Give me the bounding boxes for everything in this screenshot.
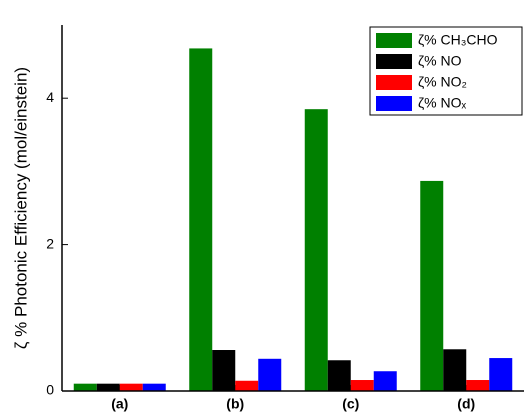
bar <box>96 383 120 391</box>
bar <box>443 349 467 391</box>
bar <box>258 358 282 391</box>
bar <box>119 383 143 391</box>
legend-label: ζ% CH₃CHO <box>418 32 498 48</box>
legend-swatch <box>376 33 412 48</box>
legend-swatch <box>376 96 412 111</box>
bar <box>327 360 351 391</box>
legend-label: ζ% NOₓ <box>418 95 467 111</box>
x-tick-label: (a) <box>111 396 128 412</box>
bar <box>304 109 328 392</box>
bar <box>73 383 97 391</box>
bar <box>212 350 236 391</box>
y-tick-label: 2 <box>46 235 54 251</box>
bar <box>466 380 490 391</box>
bar <box>142 383 166 391</box>
legend-swatch <box>376 54 412 69</box>
bar <box>489 358 513 391</box>
y-tick-label: 4 <box>46 89 54 105</box>
bar <box>235 380 259 391</box>
x-tick-label: (c) <box>342 396 359 412</box>
bar <box>189 48 213 391</box>
legend-swatch <box>376 75 412 90</box>
legend-label: ζ% NO₂ <box>418 74 467 90</box>
x-tick-label: (d) <box>457 396 475 412</box>
bar <box>420 180 444 391</box>
y-tick-label: 0 <box>46 382 54 398</box>
legend-label: ζ% NO <box>418 53 462 69</box>
bar <box>350 380 374 391</box>
bar <box>373 371 397 391</box>
y-axis-label: ζ % Photonic Efficiency (mol/einstein) <box>11 67 30 349</box>
x-tick-label: (b) <box>226 396 244 412</box>
